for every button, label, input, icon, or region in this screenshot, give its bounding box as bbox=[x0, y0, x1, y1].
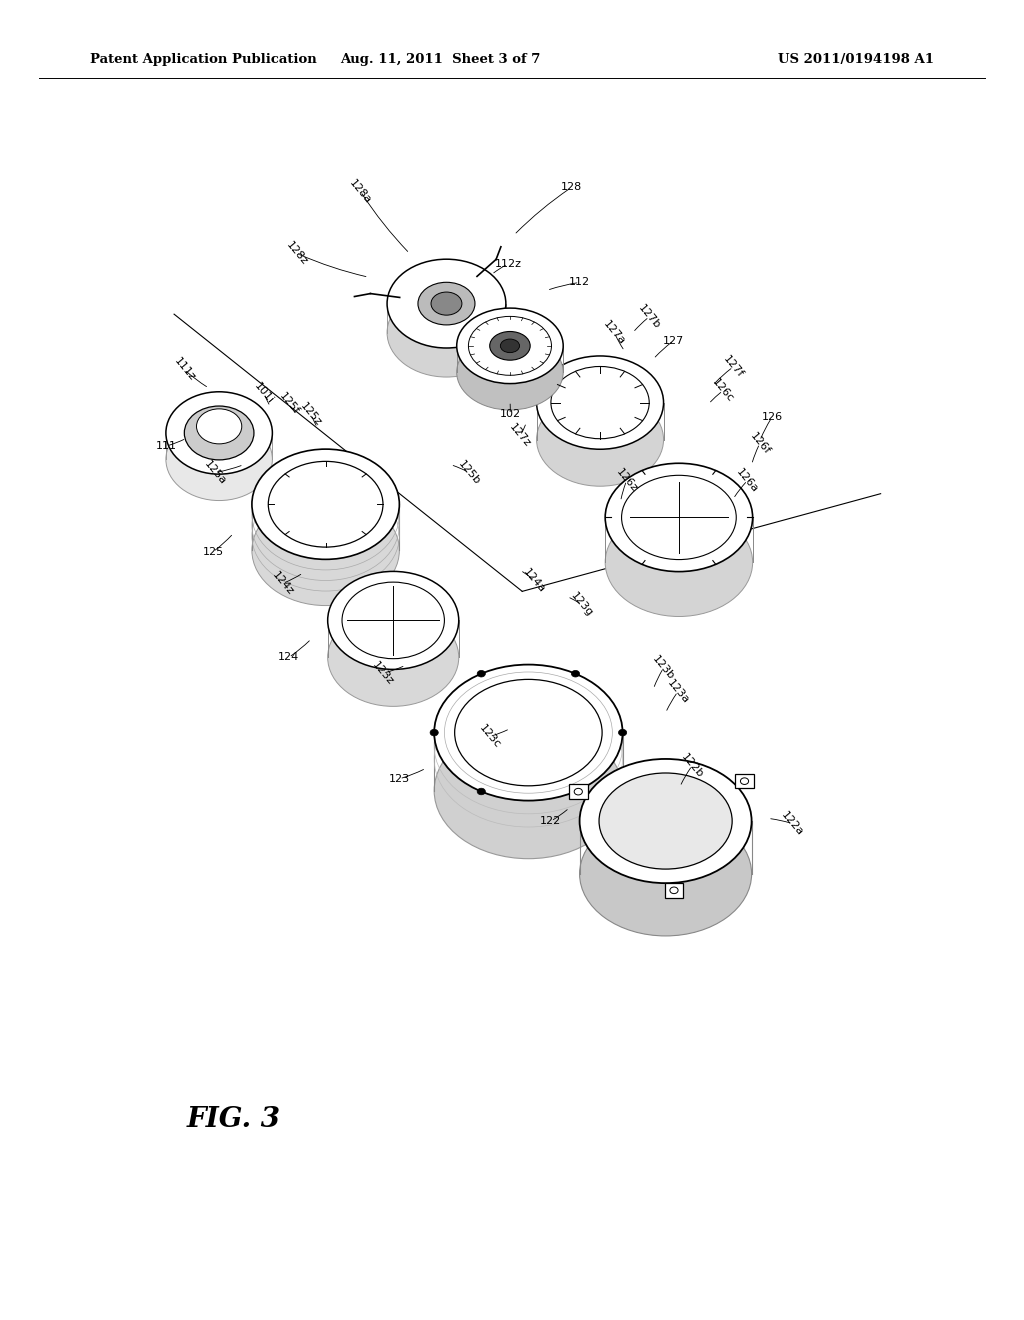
Text: 123z: 123z bbox=[371, 660, 395, 686]
Ellipse shape bbox=[477, 788, 485, 795]
Ellipse shape bbox=[328, 572, 459, 669]
Ellipse shape bbox=[580, 812, 752, 936]
Text: 127: 127 bbox=[664, 335, 684, 346]
Text: 127f: 127f bbox=[721, 354, 745, 380]
Text: 127a: 127a bbox=[601, 318, 628, 347]
Text: 125: 125 bbox=[203, 546, 223, 557]
Text: 128a: 128a bbox=[347, 177, 374, 206]
Text: FIG. 3: FIG. 3 bbox=[186, 1106, 281, 1133]
Text: 123: 123 bbox=[389, 774, 410, 784]
Ellipse shape bbox=[184, 407, 254, 459]
Text: 102: 102 bbox=[500, 409, 520, 420]
Text: US 2011/0194198 A1: US 2011/0194198 A1 bbox=[778, 53, 934, 66]
Ellipse shape bbox=[740, 777, 749, 784]
Text: 112: 112 bbox=[569, 277, 590, 288]
Ellipse shape bbox=[455, 680, 602, 785]
Text: 128z: 128z bbox=[285, 240, 309, 267]
Text: 126a: 126a bbox=[734, 466, 761, 495]
Ellipse shape bbox=[434, 722, 623, 859]
FancyBboxPatch shape bbox=[735, 774, 754, 788]
Ellipse shape bbox=[166, 418, 272, 500]
Ellipse shape bbox=[431, 292, 462, 315]
Text: 127b: 127b bbox=[636, 302, 663, 331]
Text: 125b: 125b bbox=[456, 458, 482, 487]
Ellipse shape bbox=[537, 356, 664, 449]
Text: 123c: 123c bbox=[477, 723, 502, 750]
Ellipse shape bbox=[670, 887, 678, 894]
Ellipse shape bbox=[197, 409, 242, 444]
Ellipse shape bbox=[605, 508, 753, 616]
Ellipse shape bbox=[571, 671, 580, 677]
Text: 123b: 123b bbox=[650, 653, 677, 682]
Text: 124z: 124z bbox=[270, 570, 295, 597]
Text: 101i: 101i bbox=[253, 381, 275, 405]
Ellipse shape bbox=[489, 331, 530, 360]
Text: 111z: 111z bbox=[172, 356, 197, 383]
Ellipse shape bbox=[387, 288, 506, 378]
Text: 122a: 122a bbox=[779, 809, 806, 838]
Ellipse shape bbox=[605, 463, 753, 572]
Ellipse shape bbox=[387, 259, 506, 348]
Text: 125a: 125a bbox=[202, 458, 228, 487]
Ellipse shape bbox=[430, 729, 438, 737]
Ellipse shape bbox=[328, 609, 459, 706]
Text: 111: 111 bbox=[156, 441, 176, 451]
Ellipse shape bbox=[551, 367, 649, 438]
Text: 123g: 123g bbox=[568, 590, 595, 619]
Text: 125z: 125z bbox=[299, 401, 324, 428]
Ellipse shape bbox=[537, 393, 664, 486]
Ellipse shape bbox=[618, 729, 627, 737]
Ellipse shape bbox=[457, 334, 563, 411]
Ellipse shape bbox=[434, 664, 623, 801]
Text: 124: 124 bbox=[279, 652, 299, 663]
Ellipse shape bbox=[580, 759, 752, 883]
Text: 112z: 112z bbox=[495, 259, 521, 269]
Text: 123a: 123a bbox=[665, 677, 691, 706]
Text: 125f: 125f bbox=[276, 391, 301, 417]
Text: 122: 122 bbox=[541, 816, 561, 826]
Ellipse shape bbox=[574, 788, 583, 795]
Ellipse shape bbox=[342, 582, 444, 659]
FancyBboxPatch shape bbox=[665, 883, 683, 898]
FancyBboxPatch shape bbox=[569, 784, 588, 799]
Text: 124a: 124a bbox=[521, 566, 548, 595]
Ellipse shape bbox=[268, 462, 383, 546]
Ellipse shape bbox=[418, 282, 475, 325]
Ellipse shape bbox=[501, 339, 519, 352]
Text: 126c: 126c bbox=[711, 378, 735, 404]
Text: 126: 126 bbox=[762, 412, 782, 422]
Text: Aug. 11, 2011  Sheet 3 of 7: Aug. 11, 2011 Sheet 3 of 7 bbox=[340, 53, 541, 66]
Ellipse shape bbox=[477, 671, 485, 677]
Text: 122b: 122b bbox=[679, 751, 706, 780]
Ellipse shape bbox=[599, 774, 732, 869]
Ellipse shape bbox=[166, 392, 272, 474]
Ellipse shape bbox=[457, 308, 563, 384]
Text: 126f: 126f bbox=[748, 430, 772, 457]
Text: 126z: 126z bbox=[614, 467, 639, 494]
Text: 127z: 127z bbox=[508, 422, 532, 449]
Ellipse shape bbox=[622, 475, 736, 560]
Ellipse shape bbox=[252, 449, 399, 560]
Text: Patent Application Publication: Patent Application Publication bbox=[90, 53, 316, 66]
Text: 128: 128 bbox=[561, 182, 582, 193]
Ellipse shape bbox=[571, 788, 580, 795]
Ellipse shape bbox=[252, 495, 399, 606]
